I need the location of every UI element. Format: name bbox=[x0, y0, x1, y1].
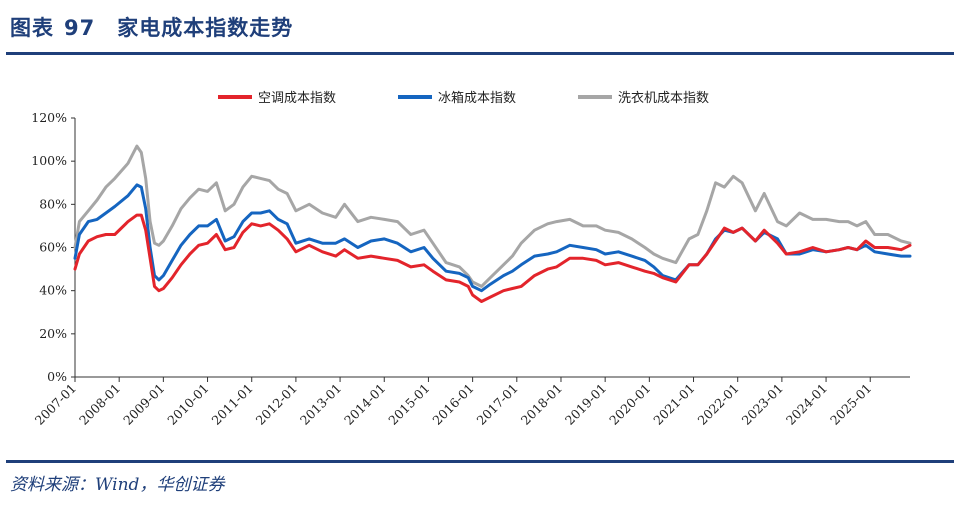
x-tick-label: 2011-01 bbox=[208, 381, 255, 428]
chart-title: 家电成本指数走势 bbox=[117, 16, 294, 40]
legend-label-1: 空调成本指数 bbox=[258, 91, 336, 106]
x-tick-label: 2015-01 bbox=[385, 381, 432, 428]
legend-label-2: 冰箱成本指数 bbox=[438, 90, 516, 106]
y-tick-label: 100% bbox=[31, 153, 67, 168]
x-tick-label: 2014-01 bbox=[341, 381, 388, 428]
legend-label-3: 洗衣机成本指数 bbox=[618, 90, 709, 106]
figure-label: 图表 bbox=[10, 16, 54, 40]
series-line-1 bbox=[73, 213, 912, 303]
x-tick-label: 2012-01 bbox=[253, 381, 300, 428]
x-tick-label: 2017-01 bbox=[474, 381, 521, 428]
figure-number: 97 bbox=[64, 16, 96, 40]
x-tick-label: 2019-01 bbox=[562, 381, 609, 428]
x-tick-label: 2016-01 bbox=[429, 381, 476, 428]
line-chart: 0% 20% 40% 60% 80% 100% 120% 2007-012008-012009… bbox=[31, 90, 912, 428]
y-tick-label: 120% bbox=[31, 110, 67, 125]
figure-header: 图表 97 家电成本指数走势 bbox=[0, 0, 960, 58]
x-tick-label: 2020-01 bbox=[606, 381, 653, 428]
x-tick-label: 2023-01 bbox=[739, 381, 786, 428]
x-tick-label: 2009-01 bbox=[120, 381, 167, 428]
y-tick-label: 60% bbox=[39, 240, 67, 255]
y-tick-label: 80% bbox=[39, 196, 67, 211]
series-line-3 bbox=[73, 144, 912, 288]
x-tick-label: 2021-01 bbox=[650, 381, 697, 428]
y-tick-label: 0% bbox=[47, 369, 67, 384]
x-tick-label: 2010-01 bbox=[164, 381, 211, 428]
y-tick-label: 40% bbox=[39, 283, 67, 298]
x-tick-label: 2008-01 bbox=[76, 381, 123, 428]
y-tick-label: 20% bbox=[39, 326, 67, 341]
x-tick-label: 2007-01 bbox=[32, 381, 79, 428]
x-tick-label: 2022-01 bbox=[694, 381, 741, 428]
source-note: 资料来源：Wind，华创证券 bbox=[10, 475, 225, 495]
x-tick-label: 2013-01 bbox=[297, 381, 344, 428]
figure-title: 图表 97 家电成本指数走势 bbox=[10, 12, 293, 42]
x-tick-label: 2025-01 bbox=[827, 381, 874, 428]
footer-rule bbox=[6, 460, 954, 463]
x-tick-label: 2024-01 bbox=[783, 381, 830, 428]
x-tick-label: 2018-01 bbox=[518, 381, 565, 428]
header-rule bbox=[6, 52, 954, 55]
